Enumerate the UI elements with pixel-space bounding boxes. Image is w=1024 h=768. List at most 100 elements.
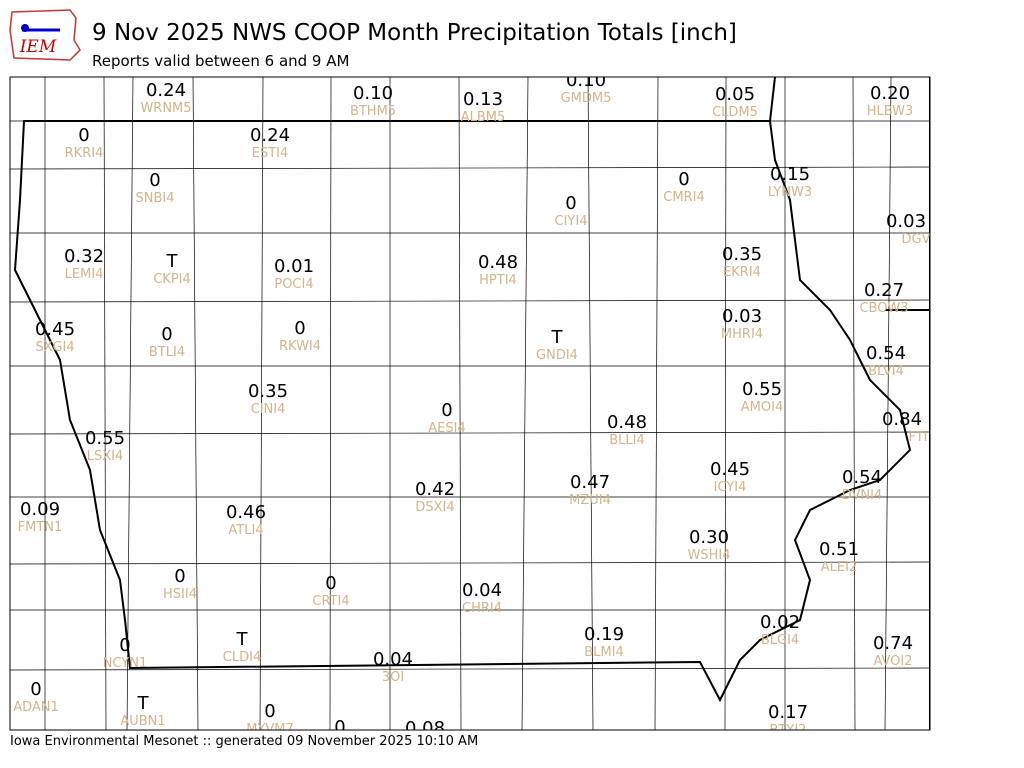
station-id: BLVI4 bbox=[868, 364, 904, 379]
precip-value: 0 bbox=[78, 125, 89, 146]
precip-value: 0 bbox=[30, 679, 41, 700]
county-line bbox=[458, 77, 462, 730]
county-line bbox=[10, 166, 930, 170]
station-id: SNBI4 bbox=[136, 191, 175, 206]
state-border bbox=[13, 120, 912, 703]
precip-value: 0.04 bbox=[462, 580, 502, 601]
precip-value: 0.09 bbox=[20, 499, 60, 520]
county-lines bbox=[10, 77, 930, 730]
station-id: FTI bbox=[908, 430, 927, 445]
footer: Iowa Environmental Mesonet :: generated … bbox=[10, 734, 478, 749]
map-frame bbox=[9, 76, 931, 731]
state-border bbox=[769, 77, 930, 730]
station-id: SXGI4 bbox=[35, 340, 74, 355]
station-id: ALBM5 bbox=[461, 110, 506, 125]
station-id: LYNW3 bbox=[768, 185, 812, 200]
station-id: AESI4 bbox=[428, 421, 465, 436]
station-id: CMRI4 bbox=[663, 190, 704, 205]
county-line bbox=[10, 667, 930, 671]
precip-value: 0.35 bbox=[722, 244, 762, 265]
precip-value: 0.02 bbox=[760, 612, 800, 633]
precip-value: 0 bbox=[565, 193, 576, 214]
precip-value: 0 bbox=[161, 324, 172, 345]
precip-value: 0.54 bbox=[842, 467, 882, 488]
precip-value: T bbox=[551, 327, 564, 348]
precip-value: 0.20 bbox=[870, 83, 910, 104]
station-id: DVNI4 bbox=[842, 488, 883, 503]
station-id: WSHI4 bbox=[688, 548, 731, 563]
precip-value: 0.24 bbox=[146, 80, 186, 101]
precip-value: 0.51 bbox=[819, 539, 859, 560]
precip-value: 0.30 bbox=[689, 527, 729, 548]
precip-value: 0 bbox=[441, 400, 452, 421]
station-id: DSXI4 bbox=[415, 500, 454, 515]
station-id: CLDM5 bbox=[712, 105, 758, 120]
station-id: BTHM5 bbox=[350, 104, 396, 119]
county-line bbox=[587, 77, 594, 730]
county-line bbox=[724, 77, 727, 730]
precip-value: 0.03 bbox=[886, 211, 926, 232]
station-id: RKWI4 bbox=[279, 339, 321, 354]
county-line bbox=[10, 299, 930, 303]
logo: IEM bbox=[9, 9, 81, 61]
map-subtitle: Reports valid between 6 and 9 AM bbox=[92, 52, 349, 70]
county-line bbox=[884, 77, 892, 730]
precip-value: 0 bbox=[678, 169, 689, 190]
station-id: ADAN1 bbox=[13, 700, 59, 715]
station-id: HPTI4 bbox=[479, 273, 517, 288]
precip-value: 0.05 bbox=[715, 84, 755, 105]
precip-value: 0 bbox=[149, 170, 160, 191]
precip-value: 0.13 bbox=[463, 89, 503, 110]
station-id: GMDM5 bbox=[561, 91, 612, 106]
station-id: ICYI4 bbox=[714, 480, 747, 495]
station-id: MHRI4 bbox=[721, 327, 763, 342]
station-id: MYVM7 bbox=[246, 722, 294, 737]
station-id: LSXI4 bbox=[87, 449, 124, 464]
precip-value: 0.48 bbox=[478, 252, 518, 273]
precip-value: 0 bbox=[264, 701, 275, 722]
logo-dot bbox=[21, 24, 29, 32]
precip-value: 0.01 bbox=[274, 256, 314, 277]
logo-text: IEM bbox=[19, 37, 57, 57]
station-id: CKPI4 bbox=[153, 272, 191, 287]
precip-value: 0 bbox=[325, 573, 336, 594]
precip-value: 0.35 bbox=[248, 381, 288, 402]
precip-value: 0.10 bbox=[353, 83, 393, 104]
precip-value: 0.46 bbox=[226, 502, 266, 523]
precip-value: 0.54 bbox=[866, 343, 906, 364]
station-id: MZUI4 bbox=[569, 493, 611, 508]
precip-value: 0.42 bbox=[415, 479, 455, 500]
precip-value: 0.32 bbox=[64, 246, 104, 267]
station-id: BLLI4 bbox=[609, 433, 645, 448]
station-id: CIYI4 bbox=[555, 214, 588, 229]
precip-value: 0.45 bbox=[710, 459, 750, 480]
precip-value: 0 bbox=[294, 318, 305, 339]
precip-value: 0 bbox=[174, 566, 185, 587]
precip-value: 0.48 bbox=[607, 412, 647, 433]
station-id: HSII4 bbox=[163, 587, 197, 602]
county-line bbox=[10, 561, 930, 565]
map-title: 9 Nov 2025 NWS COOP Month Precipitation … bbox=[92, 20, 737, 46]
station-id: CRTI4 bbox=[312, 594, 349, 609]
precip-value: 0.15 bbox=[770, 164, 810, 185]
station-id: RKRI4 bbox=[65, 146, 104, 161]
precip-value: 0.10 bbox=[566, 70, 606, 91]
station-id: AMOI4 bbox=[741, 400, 783, 415]
station-id: ATLI4 bbox=[228, 523, 263, 538]
county-line bbox=[192, 77, 199, 730]
precip-value: 0.84 bbox=[882, 409, 922, 430]
precip-value: 0.74 bbox=[873, 633, 913, 654]
county-line bbox=[126, 77, 134, 730]
station-id: CBOW3 bbox=[859, 301, 908, 316]
county-line bbox=[852, 77, 856, 730]
station-id: CHRI4 bbox=[462, 601, 502, 616]
station-id: BLMI4 bbox=[584, 645, 623, 660]
precip-value: 0.19 bbox=[584, 624, 624, 645]
precip-value: T bbox=[236, 629, 249, 650]
county-line bbox=[521, 77, 529, 730]
logo-outline bbox=[9, 9, 81, 61]
precip-value: T bbox=[166, 251, 179, 272]
